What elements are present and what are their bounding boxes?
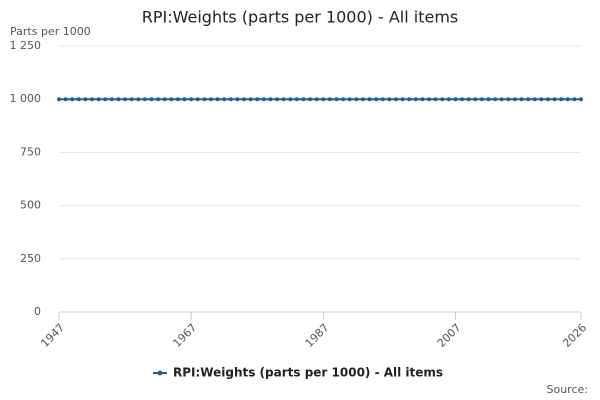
- point: [109, 97, 114, 102]
- point: [162, 97, 167, 102]
- point: [407, 97, 412, 102]
- point: [512, 97, 517, 102]
- y-tick-label: 1 000: [10, 92, 42, 105]
- point: [433, 97, 438, 102]
- x-tick-label: 2007: [435, 321, 464, 350]
- point: [374, 97, 379, 102]
- point: [420, 97, 425, 102]
- point: [579, 97, 583, 102]
- point: [301, 97, 306, 102]
- point: [321, 97, 326, 102]
- point: [268, 97, 273, 102]
- y-tick-label: 500: [20, 199, 41, 212]
- point: [281, 97, 286, 102]
- point: [308, 97, 313, 102]
- point: [142, 97, 147, 102]
- point: [387, 97, 392, 102]
- point: [327, 97, 332, 102]
- point: [341, 97, 346, 102]
- point: [103, 97, 108, 102]
- point: [63, 97, 68, 102]
- point: [255, 97, 260, 102]
- point: [288, 97, 293, 102]
- point: [532, 97, 537, 102]
- point: [222, 97, 227, 102]
- chart-title: RPI:Weights (parts per 1000) - All items: [142, 8, 459, 27]
- point: [129, 97, 134, 102]
- point: [275, 97, 280, 102]
- point: [519, 97, 524, 102]
- point: [499, 97, 504, 102]
- point: [545, 97, 550, 102]
- point: [413, 97, 418, 102]
- point: [90, 97, 95, 102]
- point: [57, 97, 61, 102]
- point: [460, 97, 465, 102]
- point: [334, 97, 339, 102]
- point: [169, 97, 174, 102]
- point: [149, 97, 154, 102]
- legend-label: RPI:Weights (parts per 1000) - All items: [173, 366, 443, 380]
- point: [136, 97, 141, 102]
- point: [70, 97, 75, 102]
- point: [552, 97, 557, 102]
- point: [294, 97, 299, 102]
- y-tick-label: 750: [20, 145, 41, 158]
- point: [116, 97, 121, 102]
- point: [466, 97, 471, 102]
- point: [427, 97, 432, 102]
- point: [156, 97, 161, 102]
- legend-marker: [157, 370, 163, 376]
- y-tick-label: 1 250: [10, 39, 42, 52]
- point: [228, 97, 233, 102]
- point: [354, 97, 359, 102]
- point: [182, 97, 187, 102]
- point: [539, 97, 544, 102]
- point: [506, 97, 511, 102]
- y-axis-label: Parts per 1000: [10, 25, 91, 38]
- point: [123, 97, 128, 102]
- point: [215, 97, 220, 102]
- point: [189, 97, 194, 102]
- point: [195, 97, 200, 102]
- point: [479, 97, 484, 102]
- point: [446, 97, 451, 102]
- point: [202, 97, 207, 102]
- source: Source:: [547, 383, 589, 396]
- point: [572, 97, 577, 102]
- y-tick-label: 250: [20, 252, 41, 265]
- point: [473, 97, 478, 102]
- point: [261, 97, 266, 102]
- point: [208, 97, 213, 102]
- point: [235, 97, 240, 102]
- point: [440, 97, 445, 102]
- point: [83, 97, 88, 102]
- point: [453, 97, 458, 102]
- point: [380, 97, 385, 102]
- point: [347, 97, 352, 102]
- point: [486, 97, 491, 102]
- point: [76, 97, 81, 102]
- point: [175, 97, 180, 102]
- point: [314, 97, 319, 102]
- point: [367, 97, 372, 102]
- x-tick-label: 2026: [560, 321, 589, 350]
- point: [96, 97, 101, 102]
- point: [248, 97, 253, 102]
- point: [360, 97, 365, 102]
- y-tick-label: 0: [34, 305, 41, 318]
- x-tick-label: 1947: [38, 321, 67, 350]
- x-tick-label: 1967: [170, 321, 199, 350]
- point: [526, 97, 531, 102]
- point: [565, 97, 570, 102]
- point: [493, 97, 498, 102]
- x-tick-label: 1987: [303, 321, 332, 350]
- point: [393, 97, 398, 102]
- point: [400, 97, 405, 102]
- point: [559, 97, 564, 102]
- point: [242, 97, 247, 102]
